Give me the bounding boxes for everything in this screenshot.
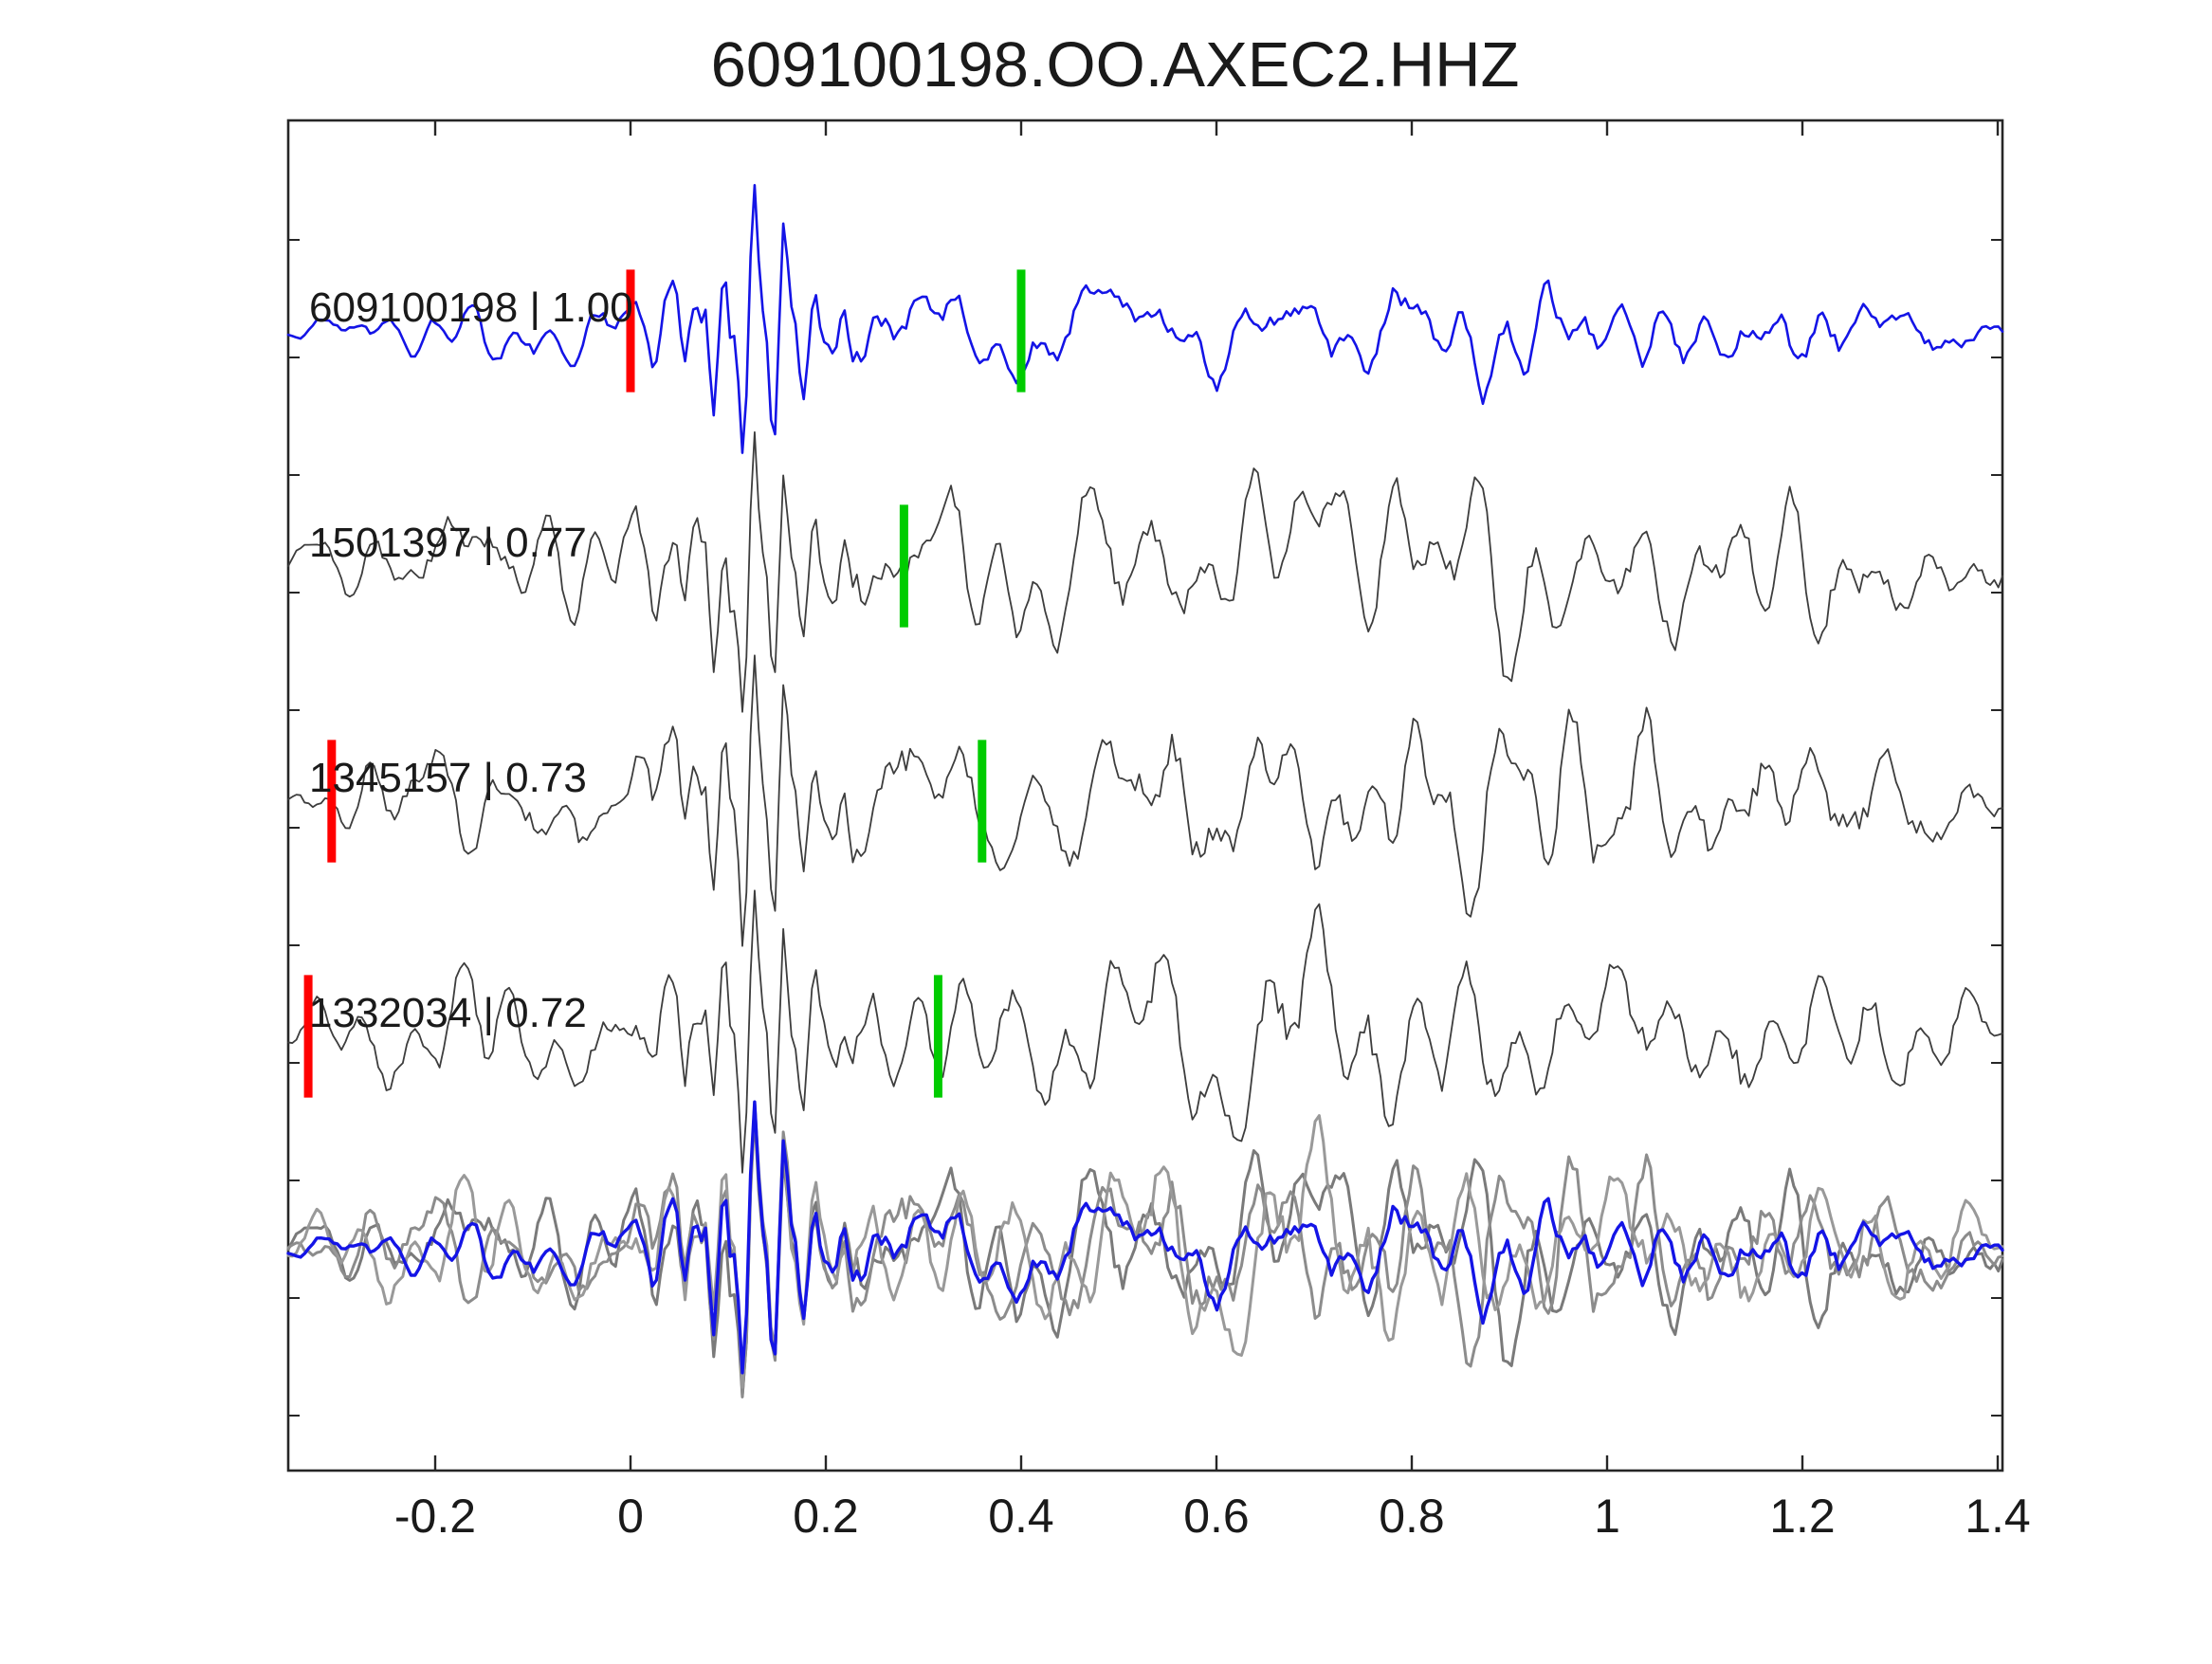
- svg-text:0: 0: [617, 1490, 644, 1543]
- svg-text:0.2: 0.2: [793, 1490, 859, 1543]
- svg-text:-0.2: -0.2: [394, 1490, 476, 1543]
- svg-text:1: 1: [1594, 1490, 1620, 1543]
- svg-text:609100198.OO.AXEC2.HHZ: 609100198.OO.AXEC2.HHZ: [711, 29, 1520, 101]
- svg-text:1.2: 1.2: [1769, 1490, 1836, 1543]
- svg-text:1332034 | 0.72: 1332034 | 0.72: [309, 990, 587, 1036]
- svg-text:1.4: 1.4: [1965, 1490, 2031, 1543]
- svg-text:0.8: 0.8: [1379, 1490, 1445, 1543]
- svg-text:609100198 | 1.00: 609100198 | 1.00: [309, 284, 633, 331]
- svg-text:1501397 | 0.77: 1501397 | 0.77: [309, 520, 587, 566]
- svg-text:1345157 | 0.73: 1345157 | 0.73: [309, 755, 587, 801]
- svg-text:0.4: 0.4: [988, 1490, 1054, 1543]
- svg-text:0.6: 0.6: [1183, 1490, 1250, 1543]
